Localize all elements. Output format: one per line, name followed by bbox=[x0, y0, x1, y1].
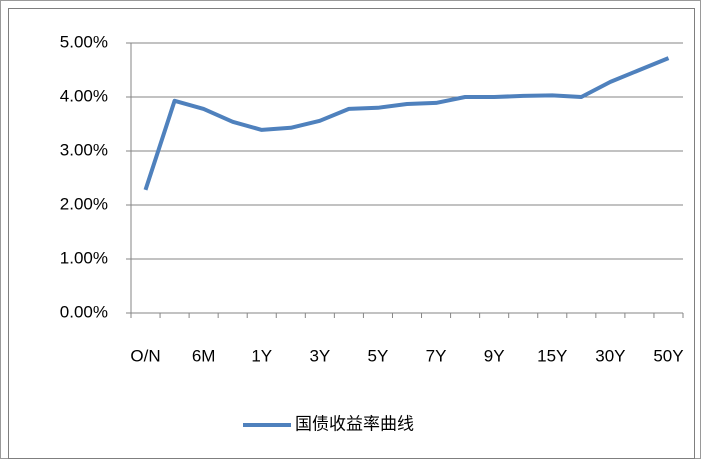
legend-label: 国债收益率曲线 bbox=[295, 414, 414, 433]
chart-frame bbox=[8, 8, 695, 459]
x-tick-label: O/N bbox=[130, 346, 160, 365]
y-tick-label: 1.00% bbox=[60, 248, 108, 267]
x-tick-label: 15Y bbox=[537, 346, 567, 365]
x-tick-label: 3Y bbox=[309, 346, 330, 365]
y-tick-label: 4.00% bbox=[60, 86, 108, 105]
x-tick-label: 50Y bbox=[653, 346, 683, 365]
x-tick-label: 7Y bbox=[426, 346, 447, 365]
x-tick-label: 5Y bbox=[368, 346, 389, 365]
y-tick-label: 2.00% bbox=[60, 194, 108, 213]
x-tick-label: 6M bbox=[192, 346, 216, 365]
y-tick-label: 3.00% bbox=[60, 140, 108, 159]
y-tick-label: 0.00% bbox=[60, 302, 108, 321]
x-tick-label: 30Y bbox=[595, 346, 625, 365]
y-tick-label: 5.00% bbox=[60, 32, 108, 51]
x-tick-label: 9Y bbox=[484, 346, 505, 365]
line-series bbox=[143, 56, 670, 191]
x-tick-label: 1Y bbox=[251, 346, 272, 365]
